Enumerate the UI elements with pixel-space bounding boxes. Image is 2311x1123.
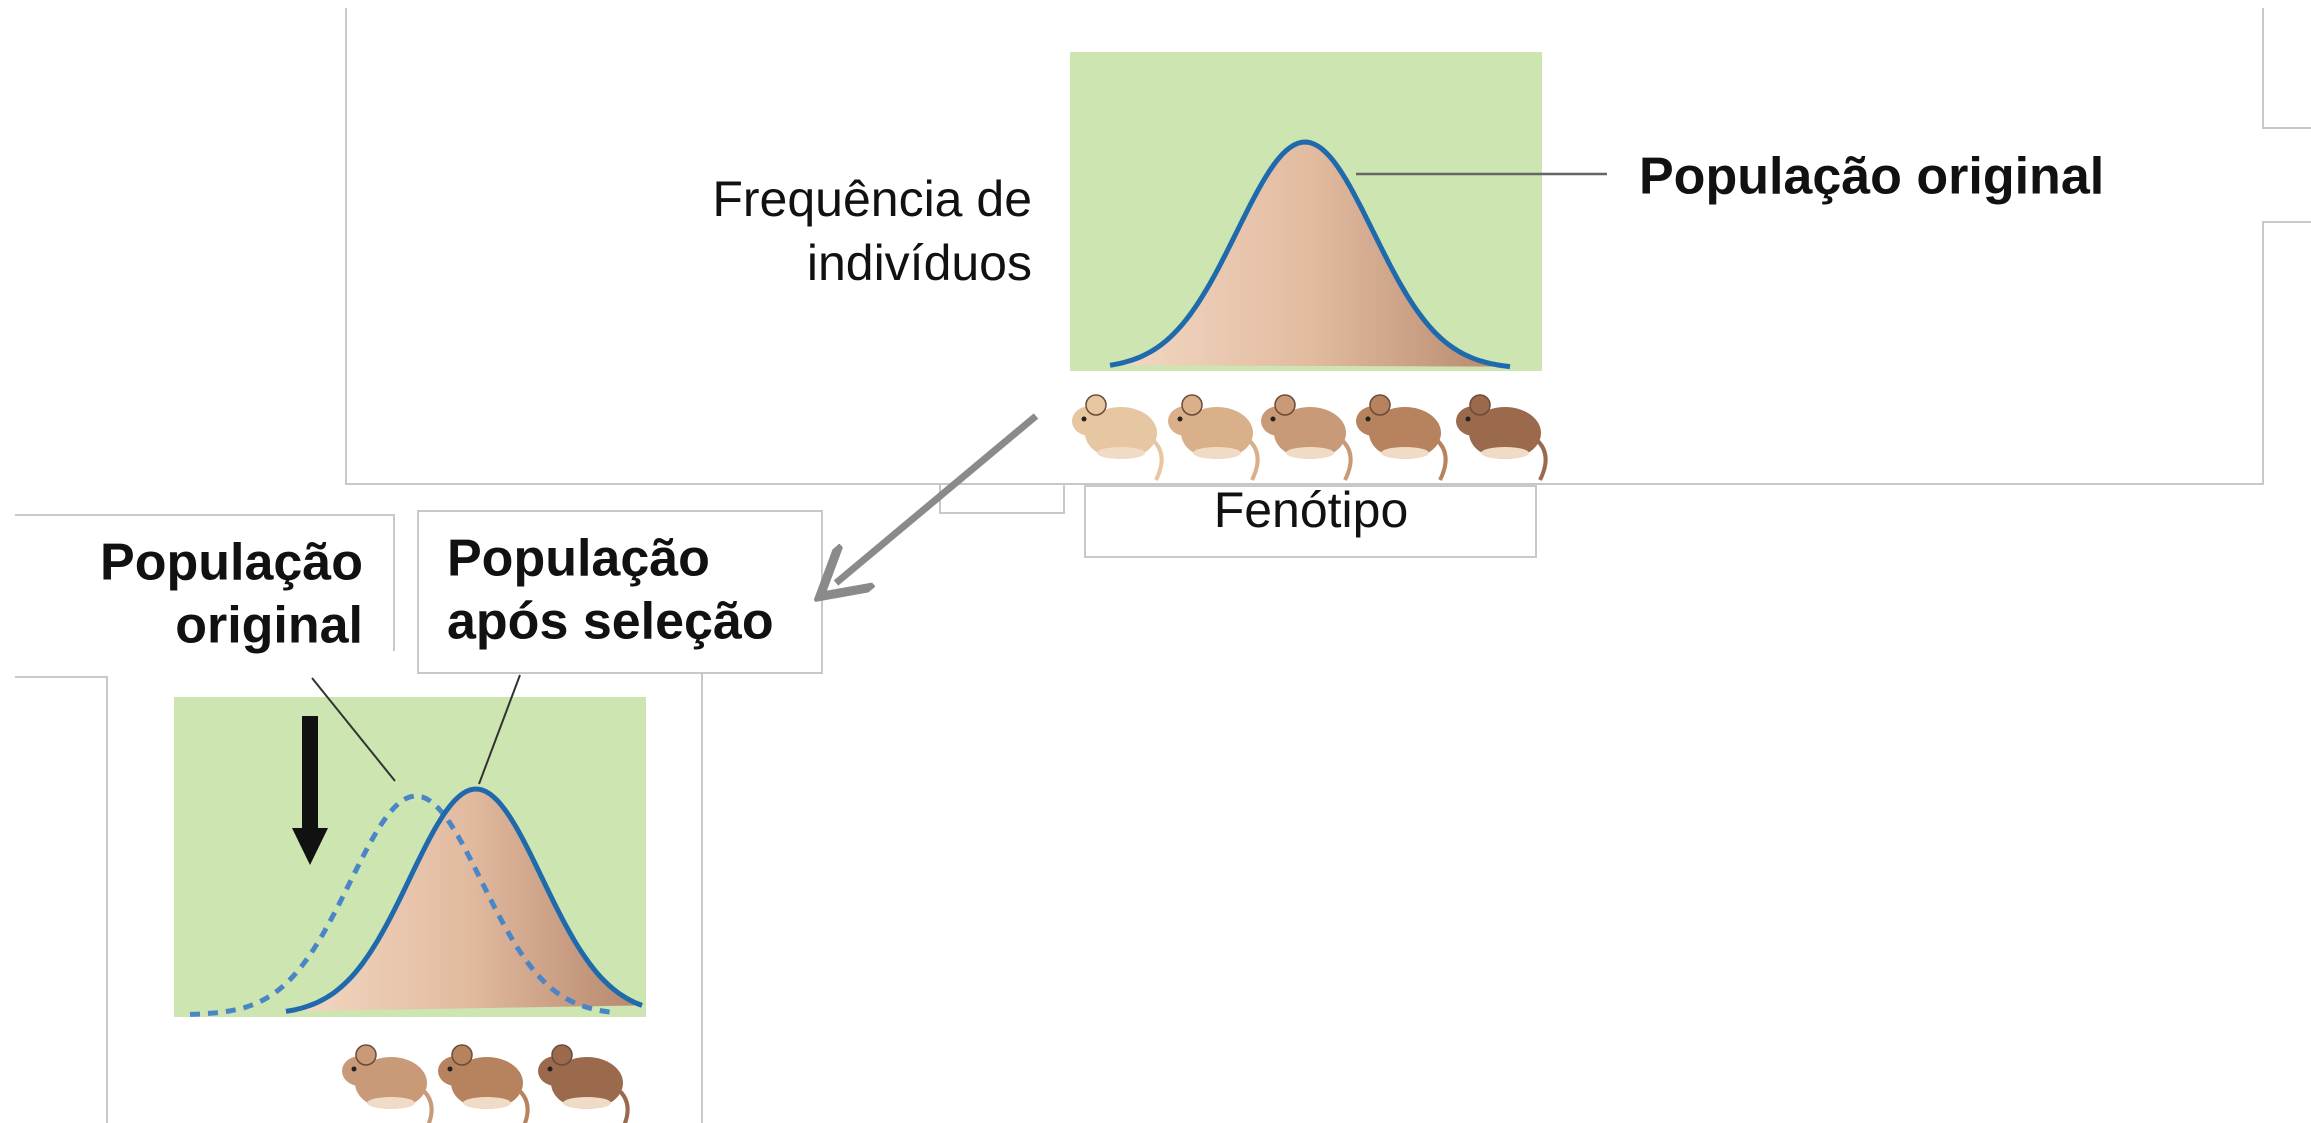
mouse-icon <box>1072 394 1164 481</box>
distribution-curve <box>1109 139 1511 370</box>
label-box <box>1084 485 1537 558</box>
selected-label: População <box>447 530 710 588</box>
selected-curve <box>285 786 643 1014</box>
frame <box>15 514 395 651</box>
mouse-icon <box>1261 394 1353 481</box>
leader-line <box>311 677 396 782</box>
mouse-icon <box>538 1044 630 1123</box>
mouse-icon <box>1168 394 1260 481</box>
original-label: População <box>100 534 363 592</box>
y-label: indivíduos <box>807 235 1032 291</box>
y-label: Frequência de <box>712 171 1032 227</box>
x-label: Fenótipo <box>1214 482 1409 538</box>
mice-row <box>342 1044 630 1123</box>
frame <box>15 676 108 1123</box>
mouse-icon <box>342 1044 434 1123</box>
shift-arrowhead <box>292 828 328 865</box>
distribution-fill <box>1110 142 1510 367</box>
original-curve <box>189 793 611 1017</box>
frame <box>939 484 1065 514</box>
mouse-icon <box>1356 394 1448 481</box>
frame <box>2262 8 2311 129</box>
frame <box>345 8 2311 485</box>
mouse-icon <box>1456 394 1548 481</box>
selected-label: após seleção <box>447 593 774 651</box>
original-label: original <box>175 597 363 655</box>
mouse-icon <box>438 1044 530 1123</box>
distribution-fill <box>286 789 642 1012</box>
transition-arrow <box>836 413 1039 583</box>
curve-label: População original <box>1639 148 2104 206</box>
mice-row <box>1072 394 1548 481</box>
leader-line <box>478 674 521 785</box>
